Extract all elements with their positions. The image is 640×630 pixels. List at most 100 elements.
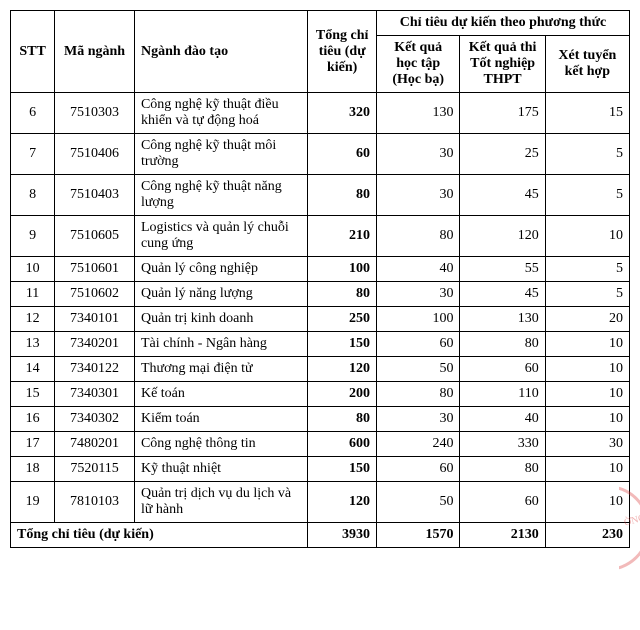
cell-nganh: Quản lý công nghiệp [134, 257, 307, 282]
cell-kethop: 10 [545, 382, 629, 407]
cell-stt: 14 [11, 357, 55, 382]
cell-nganh: Quản trị dịch vụ du lịch và lữ hành [134, 482, 307, 523]
cell-tong: 120 [308, 357, 377, 382]
cell-thpt: 60 [460, 482, 545, 523]
cell-ma: 7480201 [55, 432, 135, 457]
table-row: 107510601Quản lý công nghiệp10040555 [11, 257, 630, 282]
cell-kethop: 20 [545, 307, 629, 332]
cell-kethop: 10 [545, 357, 629, 382]
cell-ma: 7340122 [55, 357, 135, 382]
cell-ma: 7340101 [55, 307, 135, 332]
header-ma: Mã ngành [55, 11, 135, 93]
cell-thpt: 175 [460, 93, 545, 134]
cell-thpt: 55 [460, 257, 545, 282]
cell-hocba: 30 [376, 134, 460, 175]
cell-ma: 7510601 [55, 257, 135, 282]
cell-ma: 7340201 [55, 332, 135, 357]
header-nganh: Ngành đào tạo [134, 11, 307, 93]
table-row: 117510602Quản lý năng lượng8030455 [11, 282, 630, 307]
cell-tong: 210 [308, 216, 377, 257]
cell-tong: 200 [308, 382, 377, 407]
cell-hocba: 30 [376, 282, 460, 307]
cell-thpt: 110 [460, 382, 545, 407]
cell-tong: 600 [308, 432, 377, 457]
cell-ma: 7510602 [55, 282, 135, 307]
cell-hocba: 30 [376, 407, 460, 432]
cell-hocba: 30 [376, 175, 460, 216]
cell-hocba: 240 [376, 432, 460, 457]
table-row: 77510406Công nghệ kỹ thuật môi trường603… [11, 134, 630, 175]
cell-kethop: 5 [545, 282, 629, 307]
cell-kethop: 10 [545, 457, 629, 482]
cell-thpt: 40 [460, 407, 545, 432]
cell-hocba: 60 [376, 332, 460, 357]
cell-hocba: 100 [376, 307, 460, 332]
cell-nganh: Logistics và quản lý chuỗi cung ứng [134, 216, 307, 257]
cell-tong: 100 [308, 257, 377, 282]
cell-kethop: 5 [545, 175, 629, 216]
quota-table: STT Mã ngành Ngành đào tạo Tổng chỉ tiêu… [10, 10, 630, 548]
cell-stt: 15 [11, 382, 55, 407]
cell-tong: 80 [308, 282, 377, 307]
cell-thpt: 45 [460, 175, 545, 216]
table-row: 137340201Tài chính - Ngân hàng150608010 [11, 332, 630, 357]
cell-thpt: 25 [460, 134, 545, 175]
table-row: 167340302Kiểm toán80304010 [11, 407, 630, 432]
cell-nganh: Công nghệ kỹ thuật điều khiển và tự động… [134, 93, 307, 134]
table-row: 157340301Kế toán2008011010 [11, 382, 630, 407]
cell-hocba: 50 [376, 482, 460, 523]
cell-stt: 11 [11, 282, 55, 307]
cell-ma: 7510406 [55, 134, 135, 175]
header-thpt: Kết quả thi Tốt nghiệp THPT [460, 36, 545, 93]
cell-tong: 320 [308, 93, 377, 134]
cell-hocba: 80 [376, 216, 460, 257]
cell-thpt: 330 [460, 432, 545, 457]
cell-hocba: 50 [376, 357, 460, 382]
total-hocba: 1570 [376, 523, 460, 548]
table-row: 187520115Kỹ thuật nhiệt150608010 [11, 457, 630, 482]
total-kethop: 230 [545, 523, 629, 548]
cell-nganh: Quản trị kinh doanh [134, 307, 307, 332]
table-row: 97510605Logistics và quản lý chuỗi cung … [11, 216, 630, 257]
cell-ma: 7340302 [55, 407, 135, 432]
cell-kethop: 10 [545, 482, 629, 523]
cell-nganh: Công nghệ kỹ thuật năng lượng [134, 175, 307, 216]
cell-hocba: 60 [376, 457, 460, 482]
header-kethop: Xét tuyển kết hợp [545, 36, 629, 93]
cell-tong: 80 [308, 175, 377, 216]
table-row: 127340101Quản trị kinh doanh25010013020 [11, 307, 630, 332]
cell-tong: 150 [308, 457, 377, 482]
cell-stt: 7 [11, 134, 55, 175]
cell-stt: 13 [11, 332, 55, 357]
header-tong: Tổng chỉ tiêu (dự kiến) [308, 11, 377, 93]
cell-nganh: Công nghệ thông tin [134, 432, 307, 457]
cell-thpt: 130 [460, 307, 545, 332]
cell-stt: 18 [11, 457, 55, 482]
cell-tong: 80 [308, 407, 377, 432]
cell-tong: 150 [308, 332, 377, 357]
cell-stt: 9 [11, 216, 55, 257]
total-label: Tổng chỉ tiêu (dự kiến) [11, 523, 308, 548]
cell-ma: 7810103 [55, 482, 135, 523]
cell-stt: 10 [11, 257, 55, 282]
cell-kethop: 30 [545, 432, 629, 457]
cell-ma: 7520115 [55, 457, 135, 482]
cell-thpt: 120 [460, 216, 545, 257]
table-row: 67510303Công nghệ kỹ thuật điều khiển và… [11, 93, 630, 134]
cell-ma: 7340301 [55, 382, 135, 407]
header-stt: STT [11, 11, 55, 93]
cell-thpt: 45 [460, 282, 545, 307]
cell-thpt: 60 [460, 357, 545, 382]
cell-stt: 8 [11, 175, 55, 216]
cell-kethop: 10 [545, 216, 629, 257]
total-thpt: 2130 [460, 523, 545, 548]
cell-ma: 7510303 [55, 93, 135, 134]
cell-nganh: Kỹ thuật nhiệt [134, 457, 307, 482]
cell-ma: 7510605 [55, 216, 135, 257]
cell-kethop: 15 [545, 93, 629, 134]
cell-nganh: Thương mại điện tử [134, 357, 307, 382]
cell-stt: 16 [11, 407, 55, 432]
cell-nganh: Tài chính - Ngân hàng [134, 332, 307, 357]
cell-stt: 17 [11, 432, 55, 457]
cell-stt: 12 [11, 307, 55, 332]
